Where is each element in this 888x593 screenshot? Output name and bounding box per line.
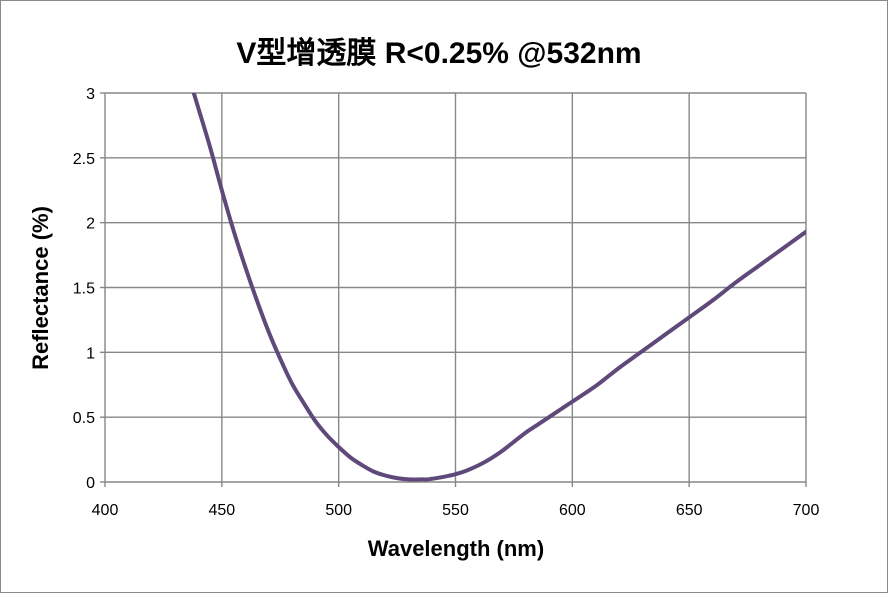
y-tick-label: 1.5 — [73, 281, 95, 298]
x-tick-label: 450 — [208, 502, 235, 519]
y-tick-label: 3 — [86, 86, 95, 103]
x-axis-label: Wavelength (nm) — [368, 536, 544, 561]
x-tick-labels: 400 450 500 550 600 650 700 — [92, 502, 820, 519]
y-tick-label: 1 — [86, 345, 95, 362]
x-tick-label: 600 — [559, 502, 586, 519]
y-tick-label: 2.5 — [73, 151, 95, 168]
x-tick-label: 500 — [325, 502, 352, 519]
y-tick-labels: 0 0.5 1 1.5 2 2.5 3 — [73, 86, 95, 492]
y-tick-label: 0 — [86, 475, 95, 492]
x-tick-label: 550 — [442, 502, 469, 519]
y-tick-label: 0.5 — [73, 410, 95, 427]
x-tick-label: 700 — [793, 502, 820, 519]
chart-title: V型增透膜 R<0.25% @532nm — [236, 37, 641, 70]
series-line-reflectance — [191, 93, 806, 482]
x-tick-label: 650 — [676, 502, 703, 519]
x-tick-label: 400 — [92, 502, 119, 519]
series-group — [191, 93, 806, 482]
y-tick-label: 2 — [86, 216, 95, 233]
y-axis-label: Reflectance (%) — [28, 206, 53, 370]
grid-lines — [100, 92, 807, 487]
